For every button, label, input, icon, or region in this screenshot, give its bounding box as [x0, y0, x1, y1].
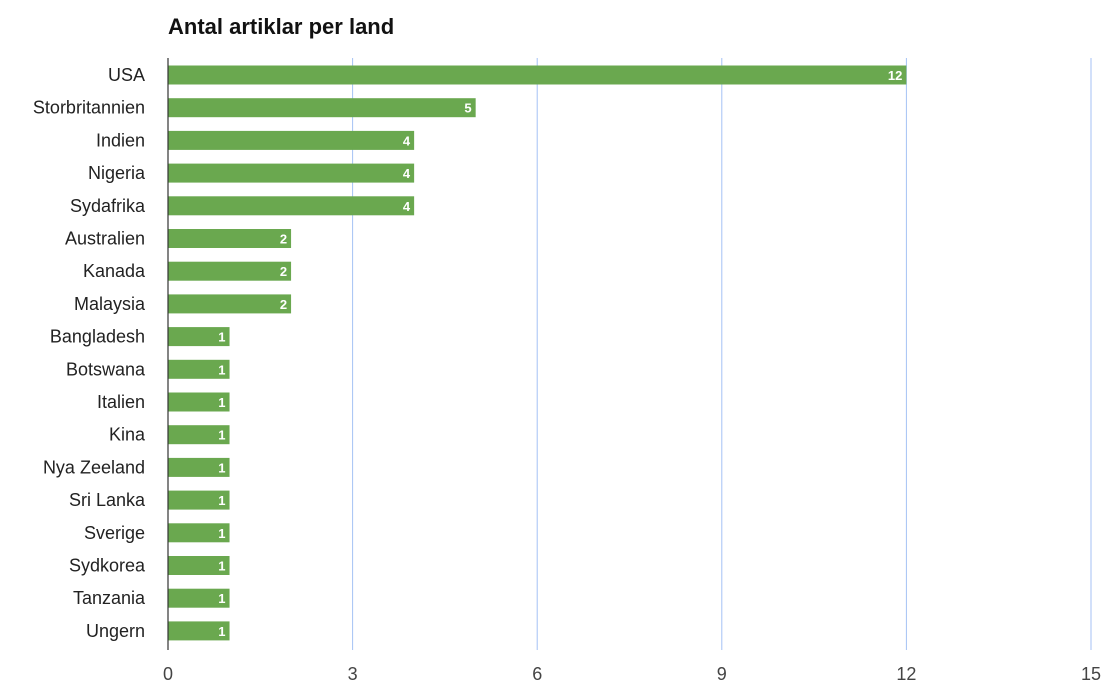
- bar-value-label: 1: [218, 460, 225, 475]
- bar: [168, 359, 230, 379]
- bar: [168, 327, 230, 347]
- bar: [168, 523, 230, 543]
- chart-title: Antal artiklar per land: [168, 14, 394, 39]
- category-label: Sydafrika: [70, 196, 146, 216]
- bar-value-label: 5: [464, 101, 471, 116]
- category-label: Sydkorea: [69, 556, 146, 576]
- category-label: Kanada: [83, 261, 146, 281]
- bar-value-label: 4: [403, 199, 411, 214]
- bar: [168, 196, 415, 216]
- bar: [168, 425, 230, 445]
- category-label: Nya Zeeland: [43, 457, 145, 477]
- gridlines: [352, 58, 1092, 650]
- category-labels: USA Storbritannien Indien Nigeria Sydafrika A…: [33, 65, 146, 641]
- bar-value-label: 1: [218, 591, 225, 606]
- category-label: Australien: [65, 229, 145, 249]
- bar: [168, 490, 230, 510]
- bar-value-label: 4: [403, 133, 411, 148]
- bar-value-label: 1: [218, 362, 225, 377]
- x-tick-label: 9: [717, 664, 727, 682]
- category-label: Malaysia: [74, 294, 146, 314]
- x-tick-label: 6: [532, 664, 542, 682]
- bar: [168, 392, 230, 412]
- category-label: Storbritannien: [33, 98, 145, 118]
- bar-value-label: 1: [218, 526, 225, 541]
- category-label: Kina: [109, 425, 146, 445]
- bars: 12 5 4 4 4 2 2 2 1 1 1 1 1 1 1 1 1 1: [168, 65, 907, 641]
- bar-value-label: 2: [280, 264, 287, 279]
- bar-value-label: 1: [218, 559, 225, 574]
- bar-value-label: 2: [280, 297, 287, 312]
- category-label: USA: [108, 65, 145, 85]
- bar: [168, 588, 230, 608]
- bar-value-label: 1: [218, 395, 225, 410]
- bar-value-label: 2: [280, 232, 287, 247]
- category-label: Bangladesh: [50, 327, 145, 347]
- bar: [168, 556, 230, 575]
- bar: [168, 130, 415, 150]
- bar: [168, 163, 415, 183]
- category-label: Sri Lanka: [69, 490, 146, 510]
- category-label: Indien: [96, 130, 145, 150]
- bar-value-label: 1: [218, 493, 225, 508]
- bar-value-label: 1: [218, 330, 225, 345]
- bar: [168, 98, 476, 118]
- bar-value-label: 1: [218, 428, 225, 443]
- x-tick-label: 15: [1081, 664, 1101, 682]
- x-tick-label: 12: [896, 664, 916, 682]
- bar: [168, 229, 292, 248]
- category-label: Sverige: [84, 523, 145, 543]
- bar-value-label: 1: [218, 624, 225, 639]
- category-label: Nigeria: [88, 163, 146, 183]
- bar: [168, 261, 292, 281]
- category-label: Italien: [97, 392, 145, 412]
- bar: [168, 457, 230, 477]
- bar: [168, 65, 907, 85]
- category-label: Ungern: [86, 621, 145, 641]
- category-label: Botswana: [66, 359, 146, 379]
- x-tick-label: 0: [163, 664, 173, 682]
- bar-value-label: 12: [888, 68, 902, 83]
- x-tick-label: 3: [348, 664, 358, 682]
- bar: [168, 294, 292, 314]
- x-axis-ticks: 0 3 6 9 12 15: [163, 664, 1101, 682]
- bar-value-label: 4: [403, 166, 411, 181]
- bar: [168, 621, 230, 641]
- category-label: Tanzania: [73, 588, 146, 608]
